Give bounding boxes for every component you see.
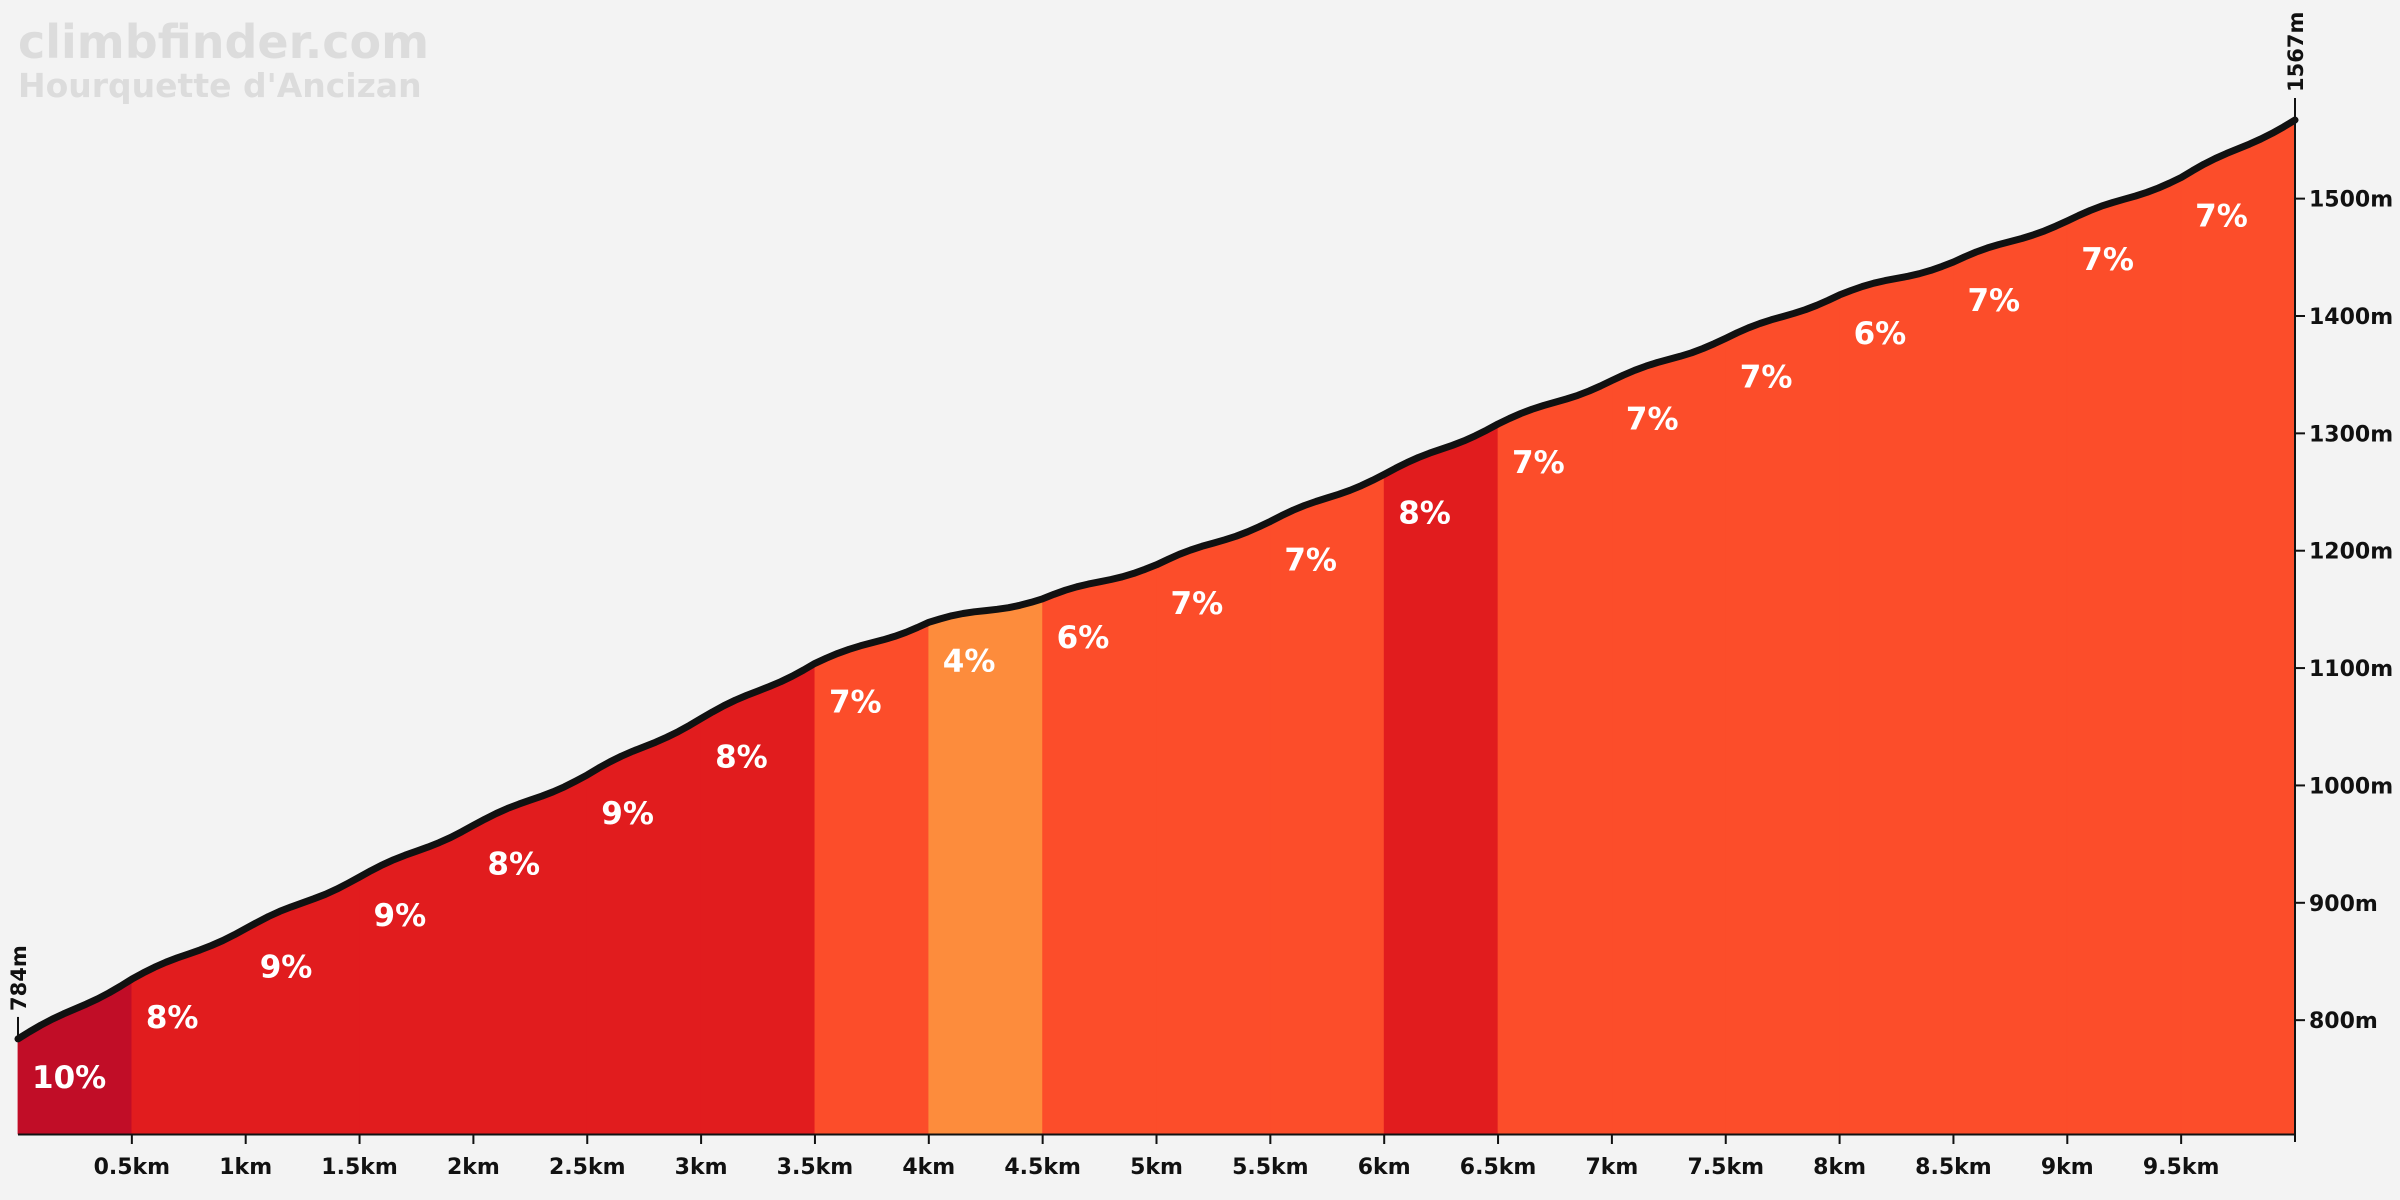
gradient-segment-7 <box>700 662 816 1135</box>
gradient-label-16: 7% <box>1740 359 1793 395</box>
y-tick-label-5: 1200m <box>2309 540 2393 565</box>
gradient-segment-20 <box>2180 119 2296 1135</box>
x-tick-label-4: 2km <box>447 1155 500 1180</box>
gradient-label-9: 4% <box>943 643 996 679</box>
y-tick-label-8: 1500m <box>2309 188 2393 213</box>
gradient-label-5: 8% <box>487 846 540 882</box>
gradient-segment-6 <box>586 717 702 1135</box>
gradient-label-1: 10% <box>32 1060 106 1096</box>
y-tick-label-4: 1100m <box>2309 657 2393 682</box>
end-elevation-label: 1567m <box>2284 12 2308 92</box>
elevation-profile-line <box>14 116 2299 1043</box>
gradient-label-17: 6% <box>1854 316 1907 352</box>
watermark-climb-name: Hourquette d'Ancizan <box>18 66 422 105</box>
gradient-label-7: 8% <box>715 740 768 776</box>
x-tick-label-3: 1.5km <box>321 1155 398 1180</box>
gradient-label-2: 8% <box>146 1000 199 1036</box>
gradient-label-15: 7% <box>1626 402 1679 438</box>
x-tick-label-18: 9km <box>2041 1155 2094 1180</box>
watermark-site-name: climbfinder.com <box>18 15 429 69</box>
y-tick-label-6: 1300m <box>2309 422 2393 447</box>
gradient-segment-18 <box>1953 220 2068 1135</box>
x-tick-label-14: 7km <box>1585 1155 1638 1180</box>
gradient-labels: 10% 8% 9% 9% 8% 9% 8% 7% 4% 6% 7% 7% 8% 7% 7% 7% 6% 7% 7% 7… <box>32 199 2248 1096</box>
x-tick-label-17: 8.5km <box>1915 1155 1992 1180</box>
gradient-segment-17 <box>1839 261 1954 1135</box>
axes: 0.5km 1km 1.5km 2km 2.5km 3km 3.5km 4km 4.5km 5km… <box>7 12 2393 1180</box>
x-tick-label-16: 8km <box>1813 1155 1866 1180</box>
gradient-label-10: 6% <box>1057 620 1110 656</box>
x-tick-label-2: 1km <box>219 1155 272 1180</box>
gradient-segment-5 <box>472 774 588 1135</box>
gradient-label-18: 7% <box>1967 283 2020 319</box>
y-tick-label-1: 800m <box>2309 1009 2378 1034</box>
gradient-label-13: 8% <box>1398 495 1451 531</box>
y-tick-label-3: 1000m <box>2309 774 2393 799</box>
x-tick-label-6: 3km <box>675 1155 728 1180</box>
x-tick-label-15: 7.5km <box>1687 1155 1764 1180</box>
x-tick-label-7: 3.5km <box>777 1155 854 1180</box>
gradient-label-3: 9% <box>260 950 313 986</box>
gradient-segment-16 <box>1725 294 1840 1135</box>
gradient-label-12: 7% <box>1284 542 1337 578</box>
gradient-label-8: 7% <box>829 684 882 720</box>
gradient-label-20: 7% <box>2195 199 2248 235</box>
gradient-label-6: 9% <box>601 796 654 832</box>
gradient-label-4: 9% <box>374 898 427 934</box>
x-tick-label-10: 5km <box>1130 1155 1183 1180</box>
x-tick-label-8: 4km <box>902 1155 955 1180</box>
profile-line-group <box>14 116 2299 1043</box>
x-tick-label-11: 5.5km <box>1232 1155 1309 1180</box>
x-tick-label-5: 2.5km <box>549 1155 626 1180</box>
y-tick-label-7: 1400m <box>2309 305 2393 330</box>
gradient-segment-15 <box>1611 337 1727 1135</box>
gradient-label-14: 7% <box>1512 445 1565 481</box>
x-tick-label-12: 6km <box>1358 1155 1411 1180</box>
x-tick-label-9: 4.5km <box>1004 1155 1081 1180</box>
gradient-segments <box>17 119 2296 1135</box>
x-tick-label-19: 9.5km <box>2143 1155 2220 1180</box>
start-elevation-label: 784m <box>7 945 31 1011</box>
gradient-label-19: 7% <box>2081 242 2134 278</box>
y-tick-label-2: 900m <box>2309 892 2378 917</box>
gradient-segment-14 <box>1497 379 1613 1135</box>
x-tick-label-13: 6.5km <box>1460 1155 1537 1180</box>
x-tick-label-1: 0.5km <box>94 1155 171 1180</box>
gradient-segment-1 <box>17 978 133 1135</box>
gradient-label-11: 7% <box>1171 586 1224 622</box>
gradient-segment-19 <box>2066 176 2182 1135</box>
